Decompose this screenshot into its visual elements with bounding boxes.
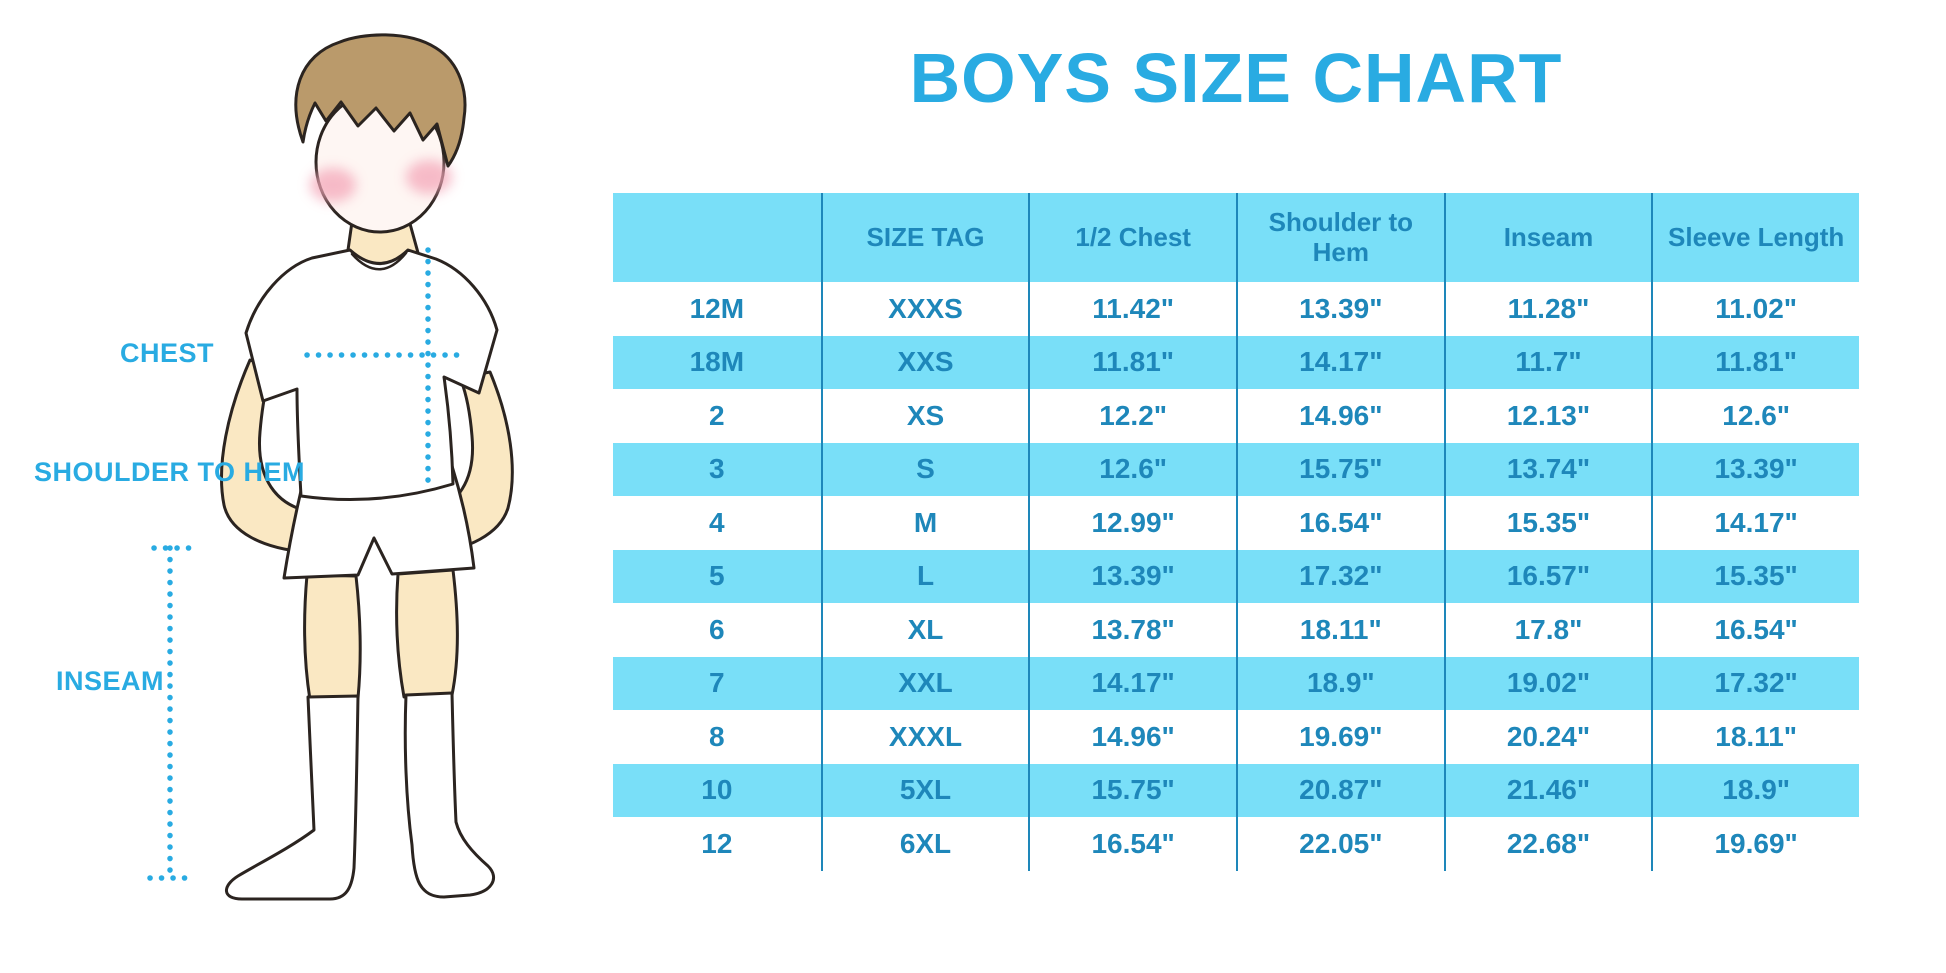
table-cell: 18.11" bbox=[1236, 603, 1444, 657]
row-size-label: 6 bbox=[709, 613, 725, 645]
table-cell: 15.75" bbox=[1028, 763, 1236, 817]
table-cell: 11.42" bbox=[1028, 282, 1236, 336]
table-cell: 19.69" bbox=[1236, 710, 1444, 764]
table-cell: XS bbox=[820, 389, 1029, 443]
table-cell: XL bbox=[820, 603, 1029, 657]
table-cell: 21.46" bbox=[1443, 763, 1652, 817]
table-cell: 12.99" bbox=[1028, 496, 1236, 550]
table-cell: 6XL bbox=[820, 817, 1029, 871]
page-title: BOYS SIZE CHART bbox=[909, 39, 1563, 117]
table-cell: 20.87" bbox=[1236, 763, 1444, 817]
table-cell: 16.54" bbox=[1028, 817, 1236, 871]
table-cell: 11.28" bbox=[1443, 282, 1652, 336]
table-cell: 17.8" bbox=[1443, 603, 1652, 657]
left-leg bbox=[303, 573, 362, 702]
table-cell: 14.17" bbox=[1236, 335, 1444, 389]
column-header: Inseam bbox=[1443, 193, 1652, 282]
right-blush bbox=[406, 160, 452, 194]
table-cell: 12.2" bbox=[1028, 389, 1236, 443]
table-cell: 22.05" bbox=[1236, 817, 1444, 871]
table-cell: 11.81" bbox=[1651, 335, 1859, 389]
table-cell: 11.81" bbox=[1028, 335, 1236, 389]
table-cell: 15.75" bbox=[1236, 442, 1444, 496]
table-cell: 17.32" bbox=[1651, 656, 1859, 710]
row-size-label: 3 bbox=[613, 442, 821, 496]
table-cell: 13.39" bbox=[1651, 442, 1859, 496]
table-cell: 16.54" bbox=[1236, 496, 1444, 550]
table-cell: M bbox=[820, 496, 1029, 550]
table-cell: 15.35" bbox=[1443, 496, 1652, 550]
row-size-label: 7 bbox=[613, 656, 821, 710]
table-cell: 13.78" bbox=[1028, 603, 1236, 657]
table-cell: 19.02" bbox=[1443, 656, 1652, 710]
table-cell: XXS bbox=[820, 335, 1029, 389]
table-cell: XXXS bbox=[820, 282, 1029, 336]
column-header: Shoulder to Hem bbox=[1236, 193, 1444, 282]
table-cell: XXXL bbox=[820, 710, 1029, 764]
row-size-label: 10 bbox=[613, 763, 821, 817]
table-cell: 13.74" bbox=[1443, 442, 1652, 496]
table-cell: 15.35" bbox=[1651, 549, 1859, 603]
row-size-label: 4 bbox=[709, 506, 725, 538]
boy-illustration bbox=[147, 33, 514, 901]
table-cell: 5XL bbox=[820, 763, 1029, 817]
row-size-label: 5 bbox=[613, 549, 821, 603]
hair bbox=[294, 33, 467, 168]
table-cell: 16.54" bbox=[1651, 603, 1859, 657]
row-size-label: 12 bbox=[701, 827, 733, 859]
table-cell: 18.11" bbox=[1651, 710, 1859, 764]
collar-line bbox=[350, 251, 408, 271]
left-sock bbox=[225, 694, 360, 901]
table-cell: 12.13" bbox=[1443, 389, 1652, 443]
table-cell: 11.02" bbox=[1651, 282, 1859, 336]
column-header: 1/2 Chest bbox=[1028, 193, 1236, 282]
column-header: SIZE TAG bbox=[820, 193, 1029, 282]
row-size-label: 2 bbox=[709, 399, 725, 431]
table-cell: S bbox=[820, 442, 1029, 496]
table-cell: 18.9" bbox=[1651, 763, 1859, 817]
table-cell: 18.9" bbox=[1236, 656, 1444, 710]
table-cell: 14.17" bbox=[1028, 656, 1236, 710]
table-cell: 12.6" bbox=[1028, 442, 1236, 496]
table-cell: 20.24" bbox=[1443, 710, 1652, 764]
table-cell: 12.6" bbox=[1651, 389, 1859, 443]
t-shirt bbox=[244, 248, 499, 502]
left-blush bbox=[310, 168, 356, 202]
table-cell: 19.69" bbox=[1651, 817, 1859, 871]
size-chart-table: SIZE TAG 1/2 Chest Shoulder to Hem Inseam Sl… bbox=[613, 193, 1859, 871]
table-cell: L bbox=[820, 549, 1029, 603]
table-cell: 11.7" bbox=[1443, 335, 1652, 389]
table-cell: 13.39" bbox=[1236, 282, 1444, 336]
row-size-label: 8 bbox=[709, 720, 725, 752]
chest-label: CHEST bbox=[120, 338, 215, 368]
column-header bbox=[613, 193, 821, 282]
right-sock bbox=[403, 691, 495, 899]
table-cell: 16.57" bbox=[1443, 549, 1652, 603]
inseam-label: INSEAM bbox=[56, 666, 165, 696]
table-cell: 13.39" bbox=[1028, 549, 1236, 603]
table-cell: 14.17" bbox=[1651, 496, 1859, 550]
table-cell: 17.32" bbox=[1236, 549, 1444, 603]
right-leg bbox=[395, 568, 459, 699]
table-cell: 22.68" bbox=[1443, 817, 1652, 871]
measurement-figure: CHEST SHOULDER TO HEM INSEAM bbox=[0, 0, 560, 973]
row-size-label: 12M bbox=[689, 292, 745, 324]
column-header: Sleeve Length bbox=[1651, 193, 1859, 282]
row-size-label: 18M bbox=[613, 335, 821, 389]
table-cell: 14.96" bbox=[1028, 710, 1236, 764]
table-cell: XXL bbox=[820, 656, 1029, 710]
table-cell: 14.96" bbox=[1236, 389, 1444, 443]
shoulder-to-hem-label: SHOULDER TO HEM bbox=[34, 457, 306, 487]
